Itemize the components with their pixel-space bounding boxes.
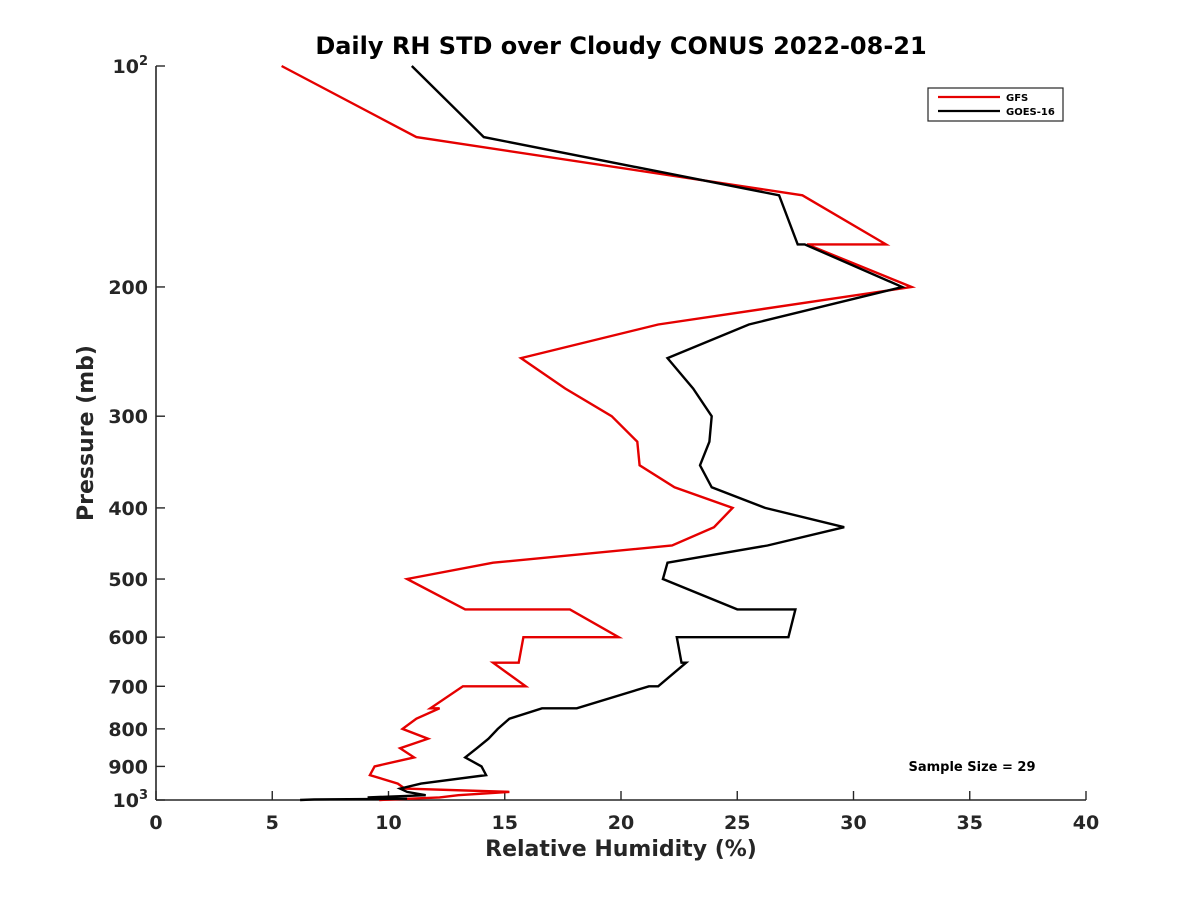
y-tick-label: 900 [108,756,148,778]
series-line-goes-16 [300,65,907,802]
x-tick-label: 0 [149,812,162,834]
y-tick-label-text: 10 [113,56,139,78]
y-tick-label-text: 200 [108,277,148,299]
x-ticks: 0 5 10 15 20 25 30 35 40 [149,791,1099,834]
y-tick-label-text: 300 [108,406,148,428]
y-tick-label-text: 800 [108,719,148,741]
y-tick-label: 400 [108,498,148,520]
x-tick-label: 5 [266,812,279,834]
y-tick-label-text: 900 [108,756,148,778]
y-tick-label: 103 [113,788,149,812]
series-line-gfs [281,64,917,802]
series-lines [281,64,917,802]
y-tick-label-text: 700 [108,676,148,698]
y-axis-label: Pressure (mb) [74,345,99,521]
y-tick-label: 500 [108,569,148,591]
y-tick-label: 600 [108,627,148,649]
sample-size-annotation: Sample Size = 29 [908,760,1035,775]
legend-box [927,87,1064,122]
y-tick-label: 700 [108,676,148,698]
y-tick-label-text: 500 [108,569,148,591]
y-tick-label: 200 [108,277,148,299]
x-axis-label: Relative Humidity (%) [485,837,757,862]
legend: GFS GOES-16 [927,87,1064,122]
y-tick-exponent: 3 [139,788,148,803]
y-tick-label-text: 600 [108,627,148,649]
x-tick-label: 40 [1073,812,1099,834]
y-tick-label: 800 [108,719,148,741]
x-tick-label: 15 [492,812,518,834]
chart-title: Daily RH STD over Cloudy CONUS 2022-08-2… [315,32,926,60]
legend-label-gfs: GFS [1006,93,1028,104]
x-tick-label: 10 [375,812,401,834]
y-tick-label-text: 10 [113,790,139,812]
x-tick-label: 30 [840,812,866,834]
y-tick-exponent: 2 [139,54,148,69]
x-tick-label: 35 [957,812,983,834]
y-tick-label: 300 [108,406,148,428]
y-tick-label-text: 400 [108,498,148,520]
x-tick-label: 20 [608,812,634,834]
legend-label-goes-16: GOES-16 [1006,107,1055,118]
x-tick-label: 25 [724,812,750,834]
y-tick-label: 102 [113,54,149,78]
